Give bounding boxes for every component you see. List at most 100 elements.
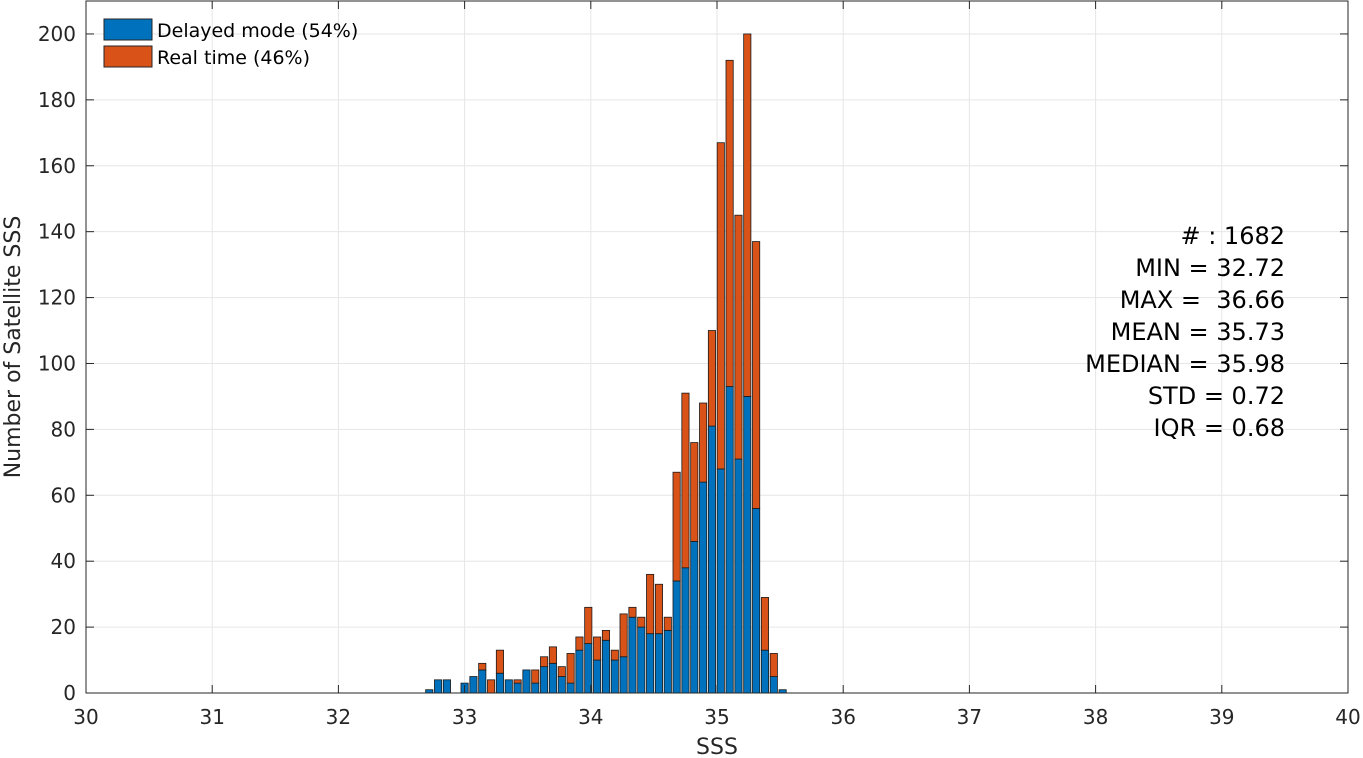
x-tick-label: 40 [1335,705,1360,729]
bar-delayed [743,396,752,694]
bar-realtime [654,583,663,635]
bar-realtime [725,59,734,387]
bar-delayed [769,676,778,694]
bar-realtime [628,606,637,618]
bar-delayed [663,629,672,694]
bar-delayed [442,679,451,694]
x-tick-label: 33 [452,705,477,729]
bar-delayed [504,679,513,694]
stat-mean: MEAN = 35.73 [1111,318,1285,346]
bar-realtime [575,636,584,651]
stat-median: MEDIAN = 35.98 [1085,350,1285,378]
x-tick-label: 35 [704,705,729,729]
bar-realtime [690,442,699,542]
bar-realtime [548,646,557,664]
stat-count: # : 1682 [1180,222,1285,250]
bar-delayed [734,458,743,694]
bar-delayed [495,672,504,694]
bar-delayed [637,626,646,694]
bar-realtime [646,573,655,635]
x-tick-label: 36 [830,705,855,729]
bar-delayed [478,669,487,694]
y-axis-label: Number of Satellite SSS [1,216,26,479]
bar-delayed [593,659,602,694]
bar-delayed [601,639,610,694]
bar-realtime [681,392,690,569]
bar-delayed [469,676,478,694]
y-tick-label: 60 [51,483,76,507]
x-axis-ticks: 30 31 32 33 34 35 36 37 38 39 40 [73,1,1361,729]
bar-realtime [672,471,681,582]
bars [425,33,787,694]
y-axis-ticks: 0 20 40 60 80 100 120 140 160 180 200 [38,22,1348,705]
legend-swatch-delayed [103,18,153,41]
y-tick-label: 180 [38,88,76,112]
legend-label-realtime: Real time (46%) [157,47,310,69]
bar-realtime [734,214,743,460]
bar-delayed [760,649,769,694]
x-tick-label: 34 [578,705,603,729]
x-tick-label: 39 [1209,705,1234,729]
legend-swatch-realtime [103,45,153,68]
bar-delayed [725,386,734,694]
stat-iqr: IQR = 0.68 [1154,414,1285,442]
legend: Delayed mode (54%) Real time (46%) [103,18,358,69]
bar-delayed [610,659,619,694]
bar-realtime [769,653,778,677]
bar-realtime [478,662,487,671]
bar-delayed [681,567,690,694]
bar-realtime [752,241,761,509]
bar-delayed [575,649,584,694]
stat-max: MAX = 36.66 [1120,286,1285,314]
bar-delayed [646,633,655,694]
bar-realtime [593,636,602,661]
bar-delayed [707,425,716,694]
y-tick-label: 80 [51,417,76,441]
bar-realtime [566,653,575,684]
bar-realtime [531,669,540,684]
bar-delayed [531,682,540,694]
bar-realtime [699,402,708,483]
bar-realtime [601,629,610,641]
bar-realtime [619,613,628,658]
bar-realtime [716,142,725,470]
y-tick-label: 100 [38,351,76,375]
bar-realtime [610,649,619,661]
bar-delayed [699,481,708,694]
bar-realtime [663,616,672,631]
bar-realtime [707,330,716,427]
bar-delayed [654,633,663,694]
y-tick-label: 200 [38,22,76,46]
x-tick-label: 31 [199,705,224,729]
bar-realtime [760,597,769,651]
x-tick-label: 32 [326,705,351,729]
y-tick-label: 160 [38,154,76,178]
bar-realtime [743,33,752,397]
legend-label-delayed: Delayed mode (54%) [157,20,358,42]
bar-delayed [548,662,557,694]
bar-delayed [628,616,637,694]
bar-delayed [434,679,443,694]
bar-delayed [619,656,628,694]
y-tick-label: 120 [38,286,76,310]
bar-delayed [716,468,725,694]
statistics-annotation: # : 1682 MIN = 32.72 MAX = 36.66 MEAN = … [1085,222,1285,442]
bar-delayed [513,682,522,694]
bar-realtime [513,679,522,684]
bar-realtime [637,616,646,628]
bar-delayed [672,580,681,694]
bar-delayed [566,682,575,694]
bar-realtime [540,656,549,668]
y-tick-label: 40 [51,549,76,573]
bar-realtime [584,606,593,644]
bar-realtime [495,649,504,674]
bar-delayed [540,666,549,694]
x-tick-label: 30 [73,705,98,729]
bar-realtime [487,679,496,694]
bar-delayed [690,541,699,694]
bar-delayed [522,669,531,694]
x-axis-label: SSS [696,735,738,758]
y-tick-label: 140 [38,220,76,244]
y-tick-label: 20 [51,615,76,639]
